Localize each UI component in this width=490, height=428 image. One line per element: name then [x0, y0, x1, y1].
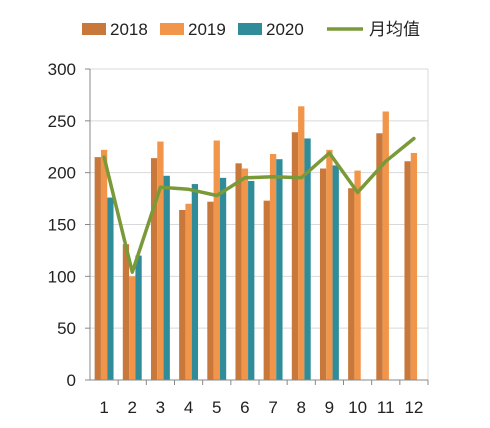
bar-2019-12 [410, 152, 418, 380]
average-line [102, 136, 416, 274]
bar-2019-5 [213, 140, 220, 380]
x-tick-label-3: 3 [156, 398, 165, 417]
bar-2019-3 [157, 141, 164, 380]
bar-2019-4 [185, 203, 192, 380]
bar-2020-6 [248, 180, 255, 380]
bar-2019-6 [241, 168, 249, 380]
bar-2018-9 [319, 168, 327, 380]
y-tick-label-200: 200 [48, 164, 76, 183]
legend-label-月均值: 月均值 [369, 20, 420, 39]
axes [85, 68, 429, 385]
bar-2018-6 [235, 163, 242, 380]
x-tick-label-5: 5 [212, 398, 221, 417]
bar-2020-4 [191, 184, 199, 380]
bar-2019-1 [100, 149, 108, 380]
bar-2019-8 [298, 106, 305, 380]
bar-2020-8 [304, 138, 311, 380]
legend-swatch-2018 [82, 23, 106, 35]
legend-label-2020: 2020 [266, 20, 304, 39]
bar-2020-5 [219, 177, 227, 380]
y-tick-label-250: 250 [48, 112, 76, 131]
bar-2019-2 [129, 276, 136, 380]
x-tick-label-2: 2 [128, 398, 137, 417]
y-tick-label-100: 100 [48, 267, 76, 286]
y-tick-label-300: 300 [48, 60, 76, 79]
legend-label-2018: 2018 [110, 20, 148, 39]
x-tick-label-4: 4 [184, 398, 193, 417]
y-tick-label-150: 150 [48, 216, 76, 235]
legend-label-2019: 2019 [188, 20, 226, 39]
x-tick-label-7: 7 [268, 398, 277, 417]
bar-2020-3 [163, 175, 170, 380]
legend-swatch-2020 [238, 23, 262, 35]
x-tick-label-10: 10 [348, 398, 367, 417]
bar-2020-9 [332, 165, 339, 380]
legend: 2018 2019 2020 月均值 [82, 20, 420, 39]
x-tick-label-6: 6 [240, 398, 249, 417]
bar-2018-7 [263, 200, 270, 380]
line-月均值 [102, 136, 416, 274]
bar-2019-11 [382, 111, 389, 381]
x-tick-label-12: 12 [404, 398, 423, 417]
x-tick-label-8: 8 [297, 398, 306, 417]
bar-2018-2 [122, 244, 130, 380]
bars [94, 106, 418, 381]
bar-2018-4 [179, 209, 186, 380]
x-tick-label-1: 1 [99, 398, 108, 417]
legend-swatch-2019 [160, 23, 184, 35]
y-tick-label-50: 50 [57, 319, 76, 338]
bar-2019-10 [354, 170, 361, 380]
bar-2019-9 [326, 149, 333, 380]
bar-2018-11 [376, 133, 383, 380]
bar-2018-3 [150, 158, 158, 380]
bar-2020-7 [276, 159, 283, 380]
x-tick-label-11: 11 [377, 398, 395, 417]
y-tick-label-0: 0 [67, 371, 76, 390]
bar-2018-1 [94, 157, 101, 380]
x-tick-label-9: 9 [325, 398, 334, 417]
bar-2018-8 [291, 132, 299, 380]
bar-2018-10 [348, 188, 355, 380]
bar-2019-7 [269, 154, 277, 380]
bar-2018-12 [404, 161, 411, 380]
bar-2020-2 [135, 255, 142, 380]
bar-2018-5 [207, 201, 214, 380]
bar-2020-1 [107, 197, 114, 380]
